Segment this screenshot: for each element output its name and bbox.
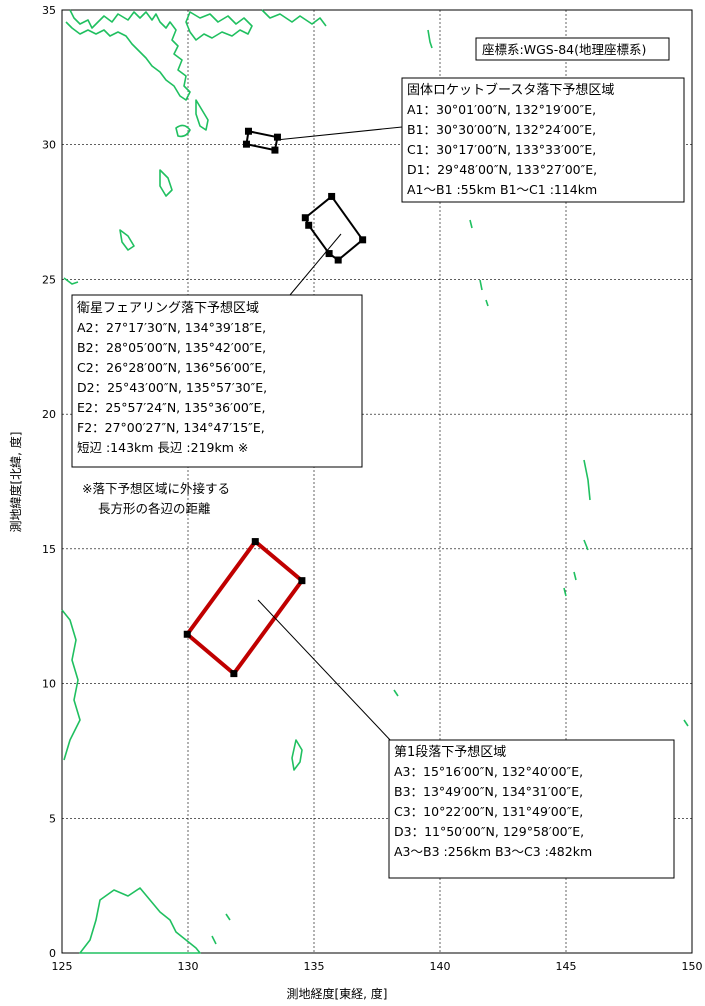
coastline-kyushu — [65, 9, 191, 101]
solid-booster-line-5: A1〜B1 :55km B1〜C1 :114km — [407, 182, 597, 197]
y-tick-label-5: 5 — [49, 812, 56, 825]
coastline-marianas-1 — [583, 459, 591, 501]
zone-vertex-solid-booster-3 — [271, 146, 279, 154]
stage1-line-2: B3：13°49′00″N, 134°31′00″E, — [394, 784, 583, 799]
coastline-honshu-tip — [261, 9, 327, 27]
solid-booster-info-box: 固体ロケットブースタ落下予想区域 A1：30°01′00″N, 132°19′0… — [401, 77, 685, 203]
x-tick-label-145: 145 — [556, 960, 577, 973]
fairing-info-box: 衛星フェアリング落下予想区域 A2：27°17′30″N, 134°39′18″… — [71, 294, 363, 468]
coastline-shikoku — [185, 11, 253, 41]
solid-booster-line-3: C1：30°17′00″N, 133°33′00″E, — [407, 142, 596, 157]
stage1-info-box: 第1段落下予想区域 A3：15°16′00″N, 132°40′00″E, B3… — [388, 739, 675, 879]
x-axis-title: 測地経度[東経, 度] — [287, 986, 388, 1001]
leader-line-stage1 — [257, 599, 393, 743]
zone-vertex-fairing-0 — [301, 214, 309, 222]
x-tick-label-135: 135 — [304, 960, 325, 973]
fairing-line-1: A2：27°17′30″N, 134°39′18″E, — [77, 320, 266, 335]
coastline-marianas-2 — [563, 539, 589, 597]
fairing-line-4: D2：25°43′00″N, 135°57′30″E, — [77, 380, 267, 395]
leader-line-solid-booster — [275, 126, 403, 141]
fairing-line-3: C2：26°28′00″N, 136°56′00″E, — [77, 360, 266, 375]
coastline-amami — [159, 169, 173, 197]
x-tick-label-140: 140 — [430, 960, 451, 973]
solid-booster-title: 固体ロケットブースタ落下予想区域 — [407, 82, 614, 98]
coastline-yakushima — [175, 124, 191, 138]
note-line-2: 長方形の各辺の距離 — [98, 501, 211, 516]
coastline-islands-east — [469, 219, 489, 307]
coastline-small-islands-south — [211, 913, 231, 945]
y-tick-label-30: 30 — [42, 139, 56, 152]
coastline-palau — [291, 739, 303, 771]
stage1-line-4: D3：11°50′00″N, 129°58′00″E, — [394, 824, 584, 839]
fairing-line-7: 短辺 :143km 長辺 :219km ※ — [77, 440, 248, 455]
leader-line-fairing — [289, 233, 342, 296]
x-tick-label-150: 150 — [682, 960, 703, 973]
fairing-line-6: F2：27°00′27″N, 134°47′15″E, — [77, 420, 265, 435]
leader-lines — [257, 126, 403, 743]
stage1-line-3: C3：10°22′00″N, 131°49′00″E, — [394, 804, 583, 819]
x-tick-label-130: 130 — [178, 960, 199, 973]
x-tick-label-125: 125 — [52, 960, 73, 973]
zone-vertex-solid-booster-1 — [244, 127, 252, 135]
zone-vertex-solid-booster-2 — [273, 133, 281, 141]
fairing-line-2: B2：28°05′00″N, 135°42′00″E, — [77, 340, 266, 355]
coastline-new-guinea — [79, 887, 201, 954]
zone-vertex-fairing-4 — [325, 250, 333, 258]
fairing-line-5: E2：25°57′24″N, 135°36′00″E, — [77, 400, 265, 415]
solid-booster-line-2: B1：30°30′00″N, 132°24′00″E, — [407, 122, 596, 137]
y-tick-label-35: 35 — [42, 4, 56, 17]
zone-vertex-solid-booster-0 — [242, 140, 250, 148]
coastline-sakishima — [63, 277, 79, 285]
stage1-line-1: A3：15°16′00″N, 132°40′00″E, — [394, 764, 583, 779]
crs-label-box: 座標系:WGS-84(地理座標系) — [475, 37, 670, 61]
crs-label: 座標系:WGS-84(地理座標系) — [482, 42, 646, 57]
fairing-title: 衛星フェアリング落下予想区域 — [77, 300, 259, 316]
coastline-okinawa — [119, 229, 135, 251]
y-tick-label-20: 20 — [42, 408, 56, 421]
zone-vertex-fairing-3 — [334, 256, 342, 264]
tick-labels: 125 130 135 140 145 150 0 5 10 15 20 25 30 35 — [42, 4, 703, 973]
y-axis-title: 測地緯度[北緯, 度] — [8, 432, 23, 533]
y-tick-label-15: 15 — [42, 543, 56, 556]
y-tick-label-0: 0 — [49, 947, 56, 960]
stage1-title: 第1段落下予想区域 — [394, 744, 506, 760]
y-tick-label-25: 25 — [42, 273, 56, 286]
note-line-1: ※落下予想区域に外接する — [82, 481, 230, 496]
zone-vertex-fairing-2 — [359, 236, 367, 244]
zone-vertex-stage1-1 — [298, 577, 306, 585]
zone-vertex-stage1-2 — [230, 670, 238, 678]
coastline-philippines — [61, 609, 81, 761]
solid-booster-line-4: D1：29°48′00″N, 133°27′00″E, — [407, 162, 597, 177]
zones-layer — [183, 127, 367, 678]
zone-vertex-fairing-1 — [328, 192, 336, 200]
zone-vertex-fairing-5 — [305, 221, 313, 229]
coastline-bonin — [427, 29, 433, 49]
solid-booster-line-1: A1：30°01′00″N, 132°19′00″E, — [407, 102, 596, 117]
zone-vertex-stage1-0 — [251, 538, 259, 546]
zone-vertex-stage1-3 — [183, 630, 191, 638]
stage1-line-5: A3〜B3 :256km B3〜C3 :482km — [394, 844, 592, 859]
y-tick-label-10: 10 — [42, 678, 56, 691]
coastline-tanegashima — [195, 99, 209, 131]
